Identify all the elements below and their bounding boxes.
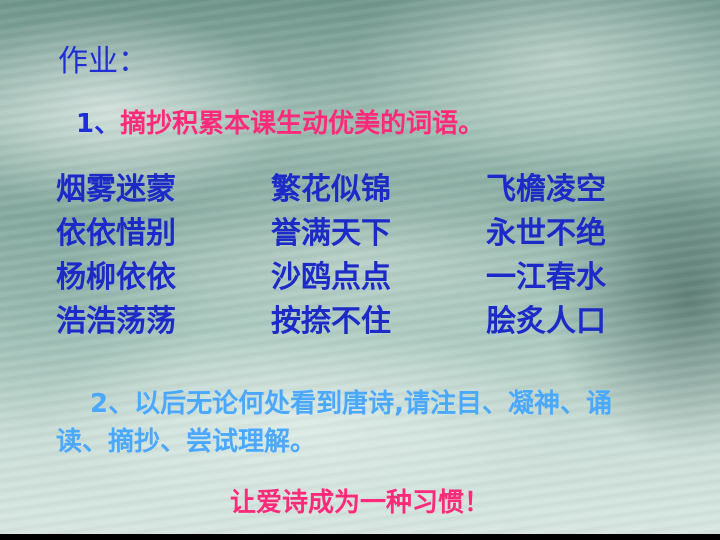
bottom-border xyxy=(0,534,720,540)
vocabulary-word: 一江春水 xyxy=(486,260,606,295)
vocabulary-word: 脍炙人口 xyxy=(486,304,606,339)
vocabulary-grid: 烟雾迷蒙 繁花似锦 飞檐凌空 依依惜别 誉满天下 永世不绝 杨柳依依 沙鸥点点 … xyxy=(56,170,666,342)
vocabulary-word: 按捺不住 xyxy=(271,304,391,339)
task-two-text: 2、以后无论何处看到唐诗,请注目、凝神、诵读、摘抄、尝试理解。 xyxy=(56,389,612,457)
task-one: 1、摘抄积累本课生动优美的词语。 xyxy=(76,103,484,140)
vocabulary-word: 依依惜别 xyxy=(56,216,176,251)
vocabulary-word: 繁花似锦 xyxy=(271,172,391,207)
vocabulary-word: 烟雾迷蒙 xyxy=(56,172,176,207)
vocabulary-word: 誉满天下 xyxy=(271,216,391,251)
task-one-text: 摘抄积累本课生动优美的词语。 xyxy=(120,109,485,139)
vocabulary-word: 沙鸥点点 xyxy=(271,260,391,295)
assignment-title: 作业： xyxy=(58,44,148,79)
closing-slogan: 让爱诗成为一种习惯！ xyxy=(229,488,490,518)
vocabulary-word: 浩浩荡荡 xyxy=(56,304,176,339)
vocabulary-word: 杨柳依依 xyxy=(56,260,176,295)
task-one-number: 1、 xyxy=(76,109,121,139)
vocabulary-word: 飞檐凌空 xyxy=(486,172,606,207)
vocabulary-word: 永世不绝 xyxy=(486,216,606,251)
